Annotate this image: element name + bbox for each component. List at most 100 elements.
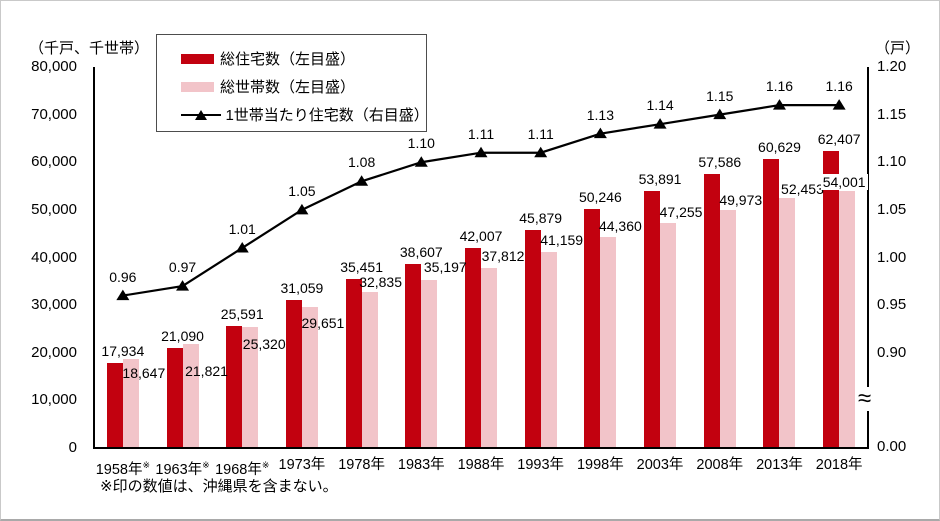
triangle-marker-icon (355, 175, 369, 186)
ratio-value-label: 1.11 (527, 125, 554, 142)
housing-value-label: 45,879 (519, 209, 563, 226)
housing-value-label: 53,891 (638, 171, 682, 188)
household-value-label: 52,453 (781, 181, 824, 198)
bar-total-households (182, 344, 199, 447)
x-axis-year-label: 1963年※ (155, 460, 210, 478)
ratio-value-label: 1.15 (706, 87, 734, 104)
household-value-label: 37,812 (481, 247, 525, 264)
triangle-marker-icon (176, 280, 190, 291)
right-tick-label: 0.95 (877, 296, 907, 314)
right-tick-label: 1.05 (877, 200, 907, 218)
household-value-label: 35,197 (423, 259, 467, 276)
bar-total-households (361, 291, 378, 447)
x-axis-year-label: 1958年※ (95, 460, 150, 478)
ratio-value-label: 1.01 (228, 220, 256, 237)
housing-value-label: 25,591 (220, 306, 264, 323)
legend-label-ratio: 1世帯当たり住宅数（右目盛） (225, 107, 429, 124)
ratio-value-label: 0.96 (109, 268, 137, 285)
x-axis-line (93, 447, 869, 449)
right-tick-label: 1.15 (877, 105, 907, 123)
legend-swatch-housing (181, 53, 214, 64)
triangle-marker-icon (116, 289, 130, 301)
housing-value-label: 62,407 (817, 130, 861, 147)
x-axis-year-label: 2013年 (756, 457, 803, 473)
left-axis-unit: （千戸、千世帯） (29, 40, 150, 57)
ratio-value-label: 1.11 (467, 125, 495, 142)
axis-break-icon: ≈ (856, 385, 874, 412)
left-tick-label: 70,000 (31, 105, 77, 123)
triangle-marker-icon (593, 127, 607, 139)
legend-item-households: 総世帯数（左目盛） (181, 74, 426, 99)
triangle-marker-icon (474, 146, 488, 158)
x-axis-year-label: 1988年 (457, 457, 505, 473)
x-axis-year-label: 1978年 (338, 457, 385, 473)
ratio-value-label: 1.05 (288, 182, 316, 199)
legend-label-households: 総世帯数（左目盛） (220, 79, 356, 96)
left-tick-label: 60,000 (31, 153, 77, 171)
ratio-value-label: 1.13 (586, 106, 614, 123)
bar-total-housing (226, 326, 243, 447)
bar-total-housing (166, 347, 183, 447)
x-axis-year-label: 2003年 (636, 457, 684, 473)
household-value-label: 29,651 (301, 314, 345, 331)
bar-total-housing (345, 279, 362, 447)
bar-total-households (719, 210, 736, 447)
household-value-label: 18,647 (122, 365, 166, 382)
x-axis-year-label: 1973年 (278, 457, 326, 473)
bar-total-households (122, 359, 139, 447)
legend-item-housing: 総住宅数（左目盛） (181, 46, 426, 71)
housing-value-label: 60,629 (758, 139, 801, 156)
bar-total-households (301, 306, 318, 447)
household-value-label: 44,360 (598, 217, 642, 234)
bar-total-housing (285, 300, 302, 447)
bar-total-housing (524, 229, 541, 447)
triangle-marker-icon (295, 203, 309, 215)
left-tick-label: 50,000 (31, 200, 77, 218)
household-value-label: 49,973 (719, 192, 763, 208)
household-value-label: 54,001 (820, 173, 868, 190)
triangle-marker-icon (653, 118, 667, 129)
x-axis-year-label: 2008年 (696, 457, 744, 473)
right-tick-label: 0.00 (877, 438, 907, 455)
left-tick-label: 80,000 (31, 58, 77, 75)
housing-value-label: 31,059 (280, 280, 324, 297)
legend-swatch-households (181, 81, 214, 92)
legend-label-housing: 総住宅数（左目盛） (220, 51, 356, 68)
bar-total-households (660, 222, 677, 447)
bar-total-households (779, 198, 796, 447)
left-tick-label: 10,000 (31, 391, 77, 409)
bar-total-housing (763, 159, 780, 447)
ratio-value-label: 1.16 (825, 78, 853, 95)
line-series-layer (116, 99, 846, 301)
x-axis-year-label: 1998年 (576, 457, 624, 473)
x-axis-year-label: 1983年 (397, 457, 445, 473)
right-tick-label: 1.00 (877, 248, 907, 266)
bar-total-housing (106, 362, 123, 447)
bar-total-housing (584, 208, 601, 447)
right-tick-label: 1.10 (877, 153, 907, 171)
housing-value-label: 35,451 (340, 259, 384, 276)
bar-total-housing (823, 150, 840, 447)
legend-item-ratio: 1世帯当たり住宅数（右目盛） (181, 102, 429, 127)
bar-total-households (540, 251, 557, 447)
triangle-marker-icon (414, 156, 428, 167)
ratio-value-label: 0.97 (168, 259, 197, 276)
housing-value-label: 38,607 (399, 244, 443, 261)
x-axis-year-label: 2018年 (815, 457, 863, 473)
legend: 総住宅数（左目盛） 総世帯数（左目盛） 1世帯当たり住宅数（右目盛） (156, 34, 429, 132)
left-tick-label: 30,000 (31, 296, 77, 314)
footnote: ※印の数値は、沖縄県を含まない。 (100, 478, 338, 495)
household-value-label: 47,255 (659, 203, 703, 220)
bar-total-households (421, 280, 438, 447)
ratio-value-label: 1.08 (347, 154, 376, 171)
left-tick-label: 20,000 (31, 343, 77, 361)
bar-total-housing (405, 264, 422, 447)
housing-value-label: 17,934 (101, 342, 145, 359)
triangle-marker-icon (772, 99, 786, 110)
housing-value-label: 42,007 (459, 227, 503, 244)
household-value-label: 25,320 (242, 336, 286, 353)
triangle-marker-icon (832, 99, 846, 110)
left-axis-line (93, 67, 95, 449)
right-tick-label: 1.20 (877, 58, 907, 75)
